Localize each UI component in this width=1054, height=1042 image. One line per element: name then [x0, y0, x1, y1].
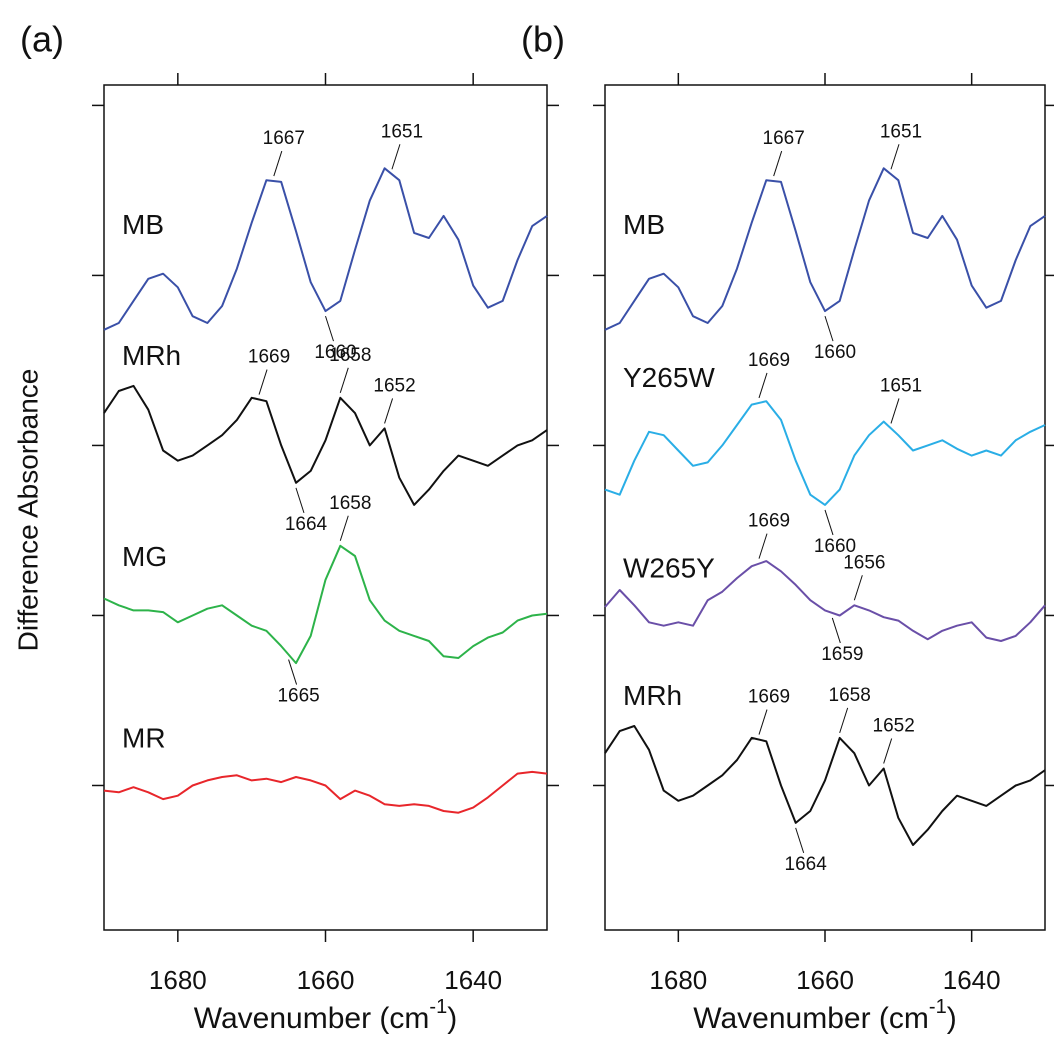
annotation: 1658 — [329, 493, 371, 514]
annotation: 1664 — [285, 514, 328, 535]
x-axis-label-part: ) — [947, 1002, 957, 1035]
annotation-leader — [831, 617, 841, 644]
x-axis-label-part: -1 — [929, 996, 947, 1018]
annotation: 1665 — [277, 686, 319, 707]
annotation: 1669 — [748, 350, 790, 371]
annotation: 1664 — [785, 854, 828, 875]
annotation: 1652 — [873, 715, 915, 736]
x-tick-label: 1680 — [649, 965, 707, 995]
series-label: MB — [122, 209, 164, 240]
series-label: MRh — [122, 340, 181, 371]
x-tick-label: 1660 — [796, 965, 854, 995]
spectrum-line — [103, 384, 548, 506]
annotation: 1667 — [763, 128, 805, 149]
annotation-leader — [273, 150, 283, 177]
spectrum-line — [103, 770, 548, 814]
x-axis-label-part: Wavenumber (cm — [194, 1002, 430, 1035]
annotation: 1658 — [829, 685, 871, 706]
series-label: MB — [623, 209, 665, 240]
annotation-leader — [758, 709, 768, 735]
spectrum-line — [604, 167, 1046, 331]
panel-title: (b) — [521, 19, 565, 60]
spectrum-line — [604, 560, 1046, 642]
annotation-leader — [853, 575, 863, 601]
spectrum-line — [604, 400, 1046, 506]
annotation: 1660 — [314, 342, 356, 363]
annotation-leader — [339, 515, 349, 541]
annotation-leader — [758, 372, 768, 399]
annotation-leader — [295, 487, 305, 513]
series-label: MG — [122, 541, 167, 572]
spectrum-line — [604, 725, 1046, 846]
spectrum-line — [103, 544, 548, 665]
series-label: MR — [122, 723, 166, 754]
annotation: 1669 — [748, 687, 790, 708]
annotation: 1651 — [880, 121, 922, 142]
x-axis-label-part: -1 — [429, 996, 447, 1018]
annotation: 1660 — [814, 536, 856, 557]
annotation: 1651 — [381, 121, 423, 142]
annotation: 1652 — [373, 375, 415, 396]
annotation: 1656 — [843, 552, 885, 573]
panel-title: (a) — [20, 19, 64, 60]
annotation-leader — [339, 367, 349, 393]
annotation-leader — [824, 315, 834, 342]
x-axis-label: Wavenumber (cm-1) — [194, 996, 457, 1035]
series-label: Y265W — [623, 362, 715, 393]
annotation-leader — [384, 398, 394, 424]
annotation-leader — [258, 369, 268, 395]
annotation: 1660 — [814, 342, 856, 363]
spectrum-line — [103, 167, 548, 331]
annotation: 1658 — [329, 345, 371, 366]
annotation-leader — [824, 509, 834, 536]
annotation-leader — [883, 738, 893, 764]
x-axis-label-part: ) — [447, 1002, 457, 1035]
series-label: W265Y — [623, 553, 715, 584]
annotation: 1667 — [263, 128, 305, 149]
x-axis-label: Wavenumber (cm-1) — [693, 996, 956, 1035]
x-tick-label: 1680 — [149, 965, 207, 995]
annotation-leader — [795, 827, 805, 854]
annotation-leader — [890, 144, 900, 170]
annotation-leader — [839, 707, 849, 734]
annotation-leader — [890, 398, 900, 424]
annotation-leader — [325, 315, 334, 342]
x-tick-label: 1640 — [444, 965, 502, 995]
annotation-leader — [773, 150, 783, 177]
annotation-leader — [391, 144, 401, 170]
x-tick-label: 1640 — [943, 965, 1001, 995]
x-axis-label-part: Wavenumber (cm — [693, 1002, 929, 1035]
x-tick-label: 1660 — [297, 965, 355, 995]
annotation: 1669 — [248, 347, 290, 368]
annotation: 1669 — [748, 511, 790, 532]
annotation-leader — [758, 533, 768, 559]
annotation: 1659 — [821, 644, 863, 665]
series-label: MRh — [623, 680, 682, 711]
y-axis-label: Difference Absorbance — [12, 369, 43, 652]
annotation: 1651 — [880, 375, 922, 396]
annotation-leader — [288, 659, 298, 685]
